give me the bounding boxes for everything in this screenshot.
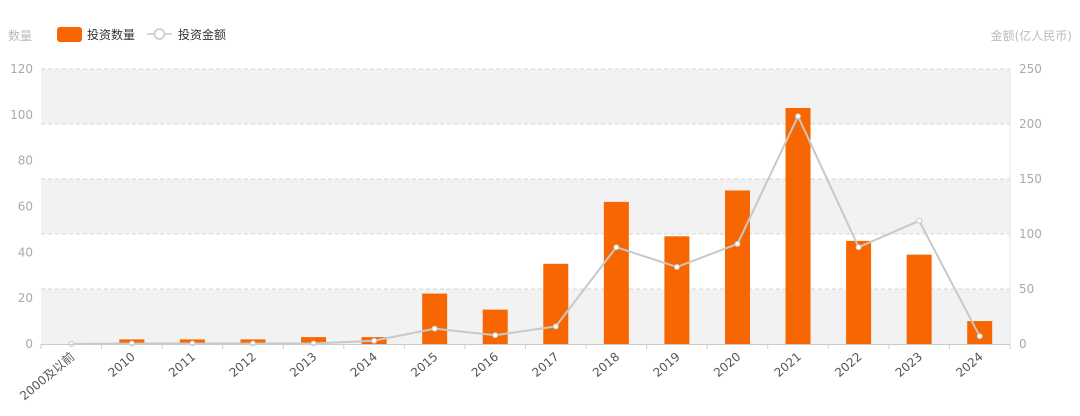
line-point [613,244,620,251]
x-tick-label: 2011 [166,350,198,380]
bar [967,321,993,344]
line-point [976,333,983,340]
plot-band [41,179,1010,234]
line-point [249,340,256,347]
x-tick-label: 2015 [408,350,440,380]
x-tick-label: 2014 [348,350,380,380]
left-tick-label: 20 [18,291,33,305]
line-point [189,340,196,347]
legend-bar-label[interactable]: 投资数量 [87,27,135,42]
bar [422,293,448,344]
x-tick-label: 2022 [832,350,864,380]
x-tick-label: 2023 [893,350,925,380]
bar [603,201,629,344]
left-tick-label: 100 [10,108,33,122]
x-tick-label: 2021 [772,350,804,380]
bar [543,263,569,344]
line-point [552,323,559,330]
line-point [855,244,862,251]
line-point [371,337,378,344]
right-tick-label: 150 [1019,172,1042,186]
x-tick-label: 2012 [226,350,258,380]
legend-line-label[interactable]: 投资金额 [178,27,226,42]
legend-bar-swatch[interactable] [57,27,82,42]
left-tick-label: 120 [10,62,33,76]
right-tick-label: 100 [1019,227,1042,241]
x-tick-label: 2024 [953,350,985,380]
x-tick-label: 2010 [105,350,137,380]
bar [846,240,872,344]
bar [906,254,932,344]
left-axis: 0 20 40 60 80 100 120 [10,62,33,351]
left-tick-label: 60 [18,200,33,214]
bar [724,190,750,344]
line-point [492,332,499,339]
series-line [71,113,981,345]
bar [785,107,811,344]
right-axis: 0 50 100 150 200 250 [1019,62,1042,351]
x-tick-label: 2000及以前 [17,349,78,403]
right-tick-label: 250 [1019,62,1042,76]
line-point [128,340,135,347]
x-tick-label: 2017 [529,350,561,380]
legend-line-marker[interactable] [153,28,166,40]
right-tick-label: 200 [1019,117,1042,131]
line-point [431,325,438,332]
line-point [673,264,680,270]
right-tick-label: 0 [1019,337,1027,351]
left-tick-label: 80 [18,154,33,168]
line-point [795,113,802,120]
line-series [68,113,983,347]
left-axis-title: 数量 [8,28,32,43]
line-point [916,217,923,224]
x-tick-label: 2019 [650,350,682,380]
plot-band [41,124,1010,179]
x-tick-label: 2018 [590,350,622,380]
line-point [310,340,317,347]
gridlines [41,68,1011,344]
x-tick-label: 2016 [469,350,501,380]
line-point [734,240,741,247]
x-tick-label: 2013 [287,350,319,380]
left-tick-label: 0 [25,337,33,351]
plot-band [41,69,1010,124]
right-tick-label: 50 [1019,282,1034,296]
bar [482,309,508,344]
x-axis: 2000及以前 2010 2011 2012 2013 2014 2015 2016 2017 2… [17,344,1011,403]
legend[interactable]: 投资数量 投资金额 [57,27,226,42]
x-tick-label: 2020 [711,350,743,380]
left-tick-label: 40 [18,245,33,259]
bar [664,236,690,344]
right-axis-title: 金额(亿人民币) [991,28,1072,43]
